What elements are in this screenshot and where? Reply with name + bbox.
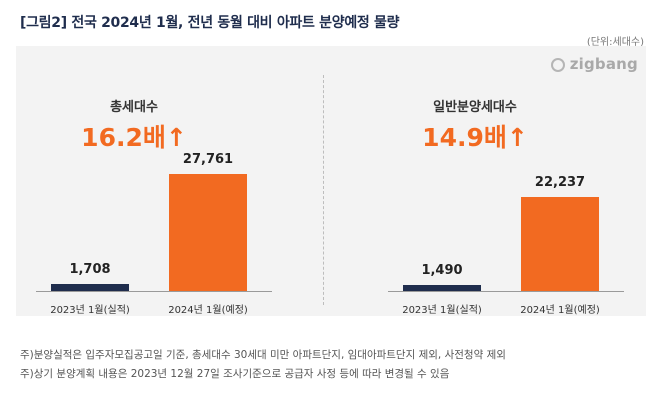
chart-title: [그림2] 전국 2024년 1월, 전년 동월 대비 아파트 분양예정 물량 xyxy=(20,15,400,31)
bar xyxy=(403,285,481,291)
panel-divider xyxy=(323,75,324,305)
bar-value-label: 1,490 xyxy=(421,263,463,278)
panel-title: 총세대수 xyxy=(110,100,158,115)
bar-value-label: 27,761 xyxy=(182,152,234,167)
zigbang-logo-text: zigbang xyxy=(569,55,638,73)
unit-label: (단위:세대수) xyxy=(586,37,644,48)
bar xyxy=(169,174,247,291)
x-axis-line xyxy=(388,291,624,292)
zigbang-logo: zigbang xyxy=(550,55,638,73)
footnote-2: 주)상기 분양계획 내용은 2023년 12월 27일 조사기준으로 공급자 사… xyxy=(20,368,450,380)
bar xyxy=(521,197,599,291)
category-label: 2023년 1월(실적) xyxy=(50,305,130,316)
category-label: 2024년 1월(예정) xyxy=(168,305,248,316)
growth-annotation: 16.2배↑ xyxy=(81,123,187,152)
bar-value-label: 22,237 xyxy=(534,175,586,190)
category-label: 2023년 1월(실적) xyxy=(402,305,482,316)
category-label: 2024년 1월(예정) xyxy=(520,305,600,316)
zigbang-logo-icon xyxy=(550,58,565,72)
x-axis-line xyxy=(36,291,272,292)
footnote-1: 주)분양실적은 입주자모집공고일 기준, 총세대수 30세대 미만 아파트단지,… xyxy=(20,349,506,361)
panel-title: 일반분양세대수 xyxy=(433,100,517,115)
bar-value-label: 1,708 xyxy=(69,262,111,277)
growth-annotation: 14.9배↑ xyxy=(422,123,528,152)
bar xyxy=(51,284,129,291)
